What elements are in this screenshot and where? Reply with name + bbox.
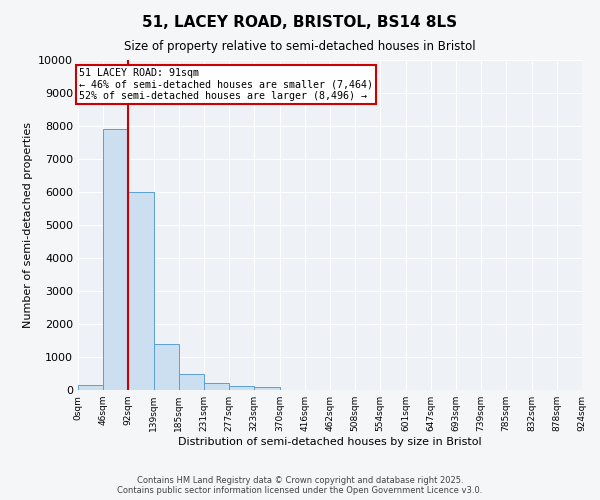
Bar [103,130,128,390]
Y-axis label: Number of semi-detached properties: Number of semi-detached properties [23,122,32,328]
Bar [204,384,229,390]
Text: Contains HM Land Registry data © Crown copyright and database right 2025.
Contai: Contains HM Land Registry data © Crown c… [118,476,482,495]
Bar [154,344,179,390]
Text: Size of property relative to semi-detached houses in Bristol: Size of property relative to semi-detach… [124,40,476,53]
Bar [229,386,254,390]
Bar [78,385,103,390]
Text: 51 LACEY ROAD: 91sqm
← 46% of semi-detached houses are smaller (7,464)
52% of se: 51 LACEY ROAD: 91sqm ← 46% of semi-detac… [79,68,373,102]
Bar [179,374,204,390]
Bar [128,192,154,390]
Bar [254,388,280,390]
Text: 51, LACEY ROAD, BRISTOL, BS14 8LS: 51, LACEY ROAD, BRISTOL, BS14 8LS [142,15,458,30]
X-axis label: Distribution of semi-detached houses by size in Bristol: Distribution of semi-detached houses by … [178,437,482,447]
